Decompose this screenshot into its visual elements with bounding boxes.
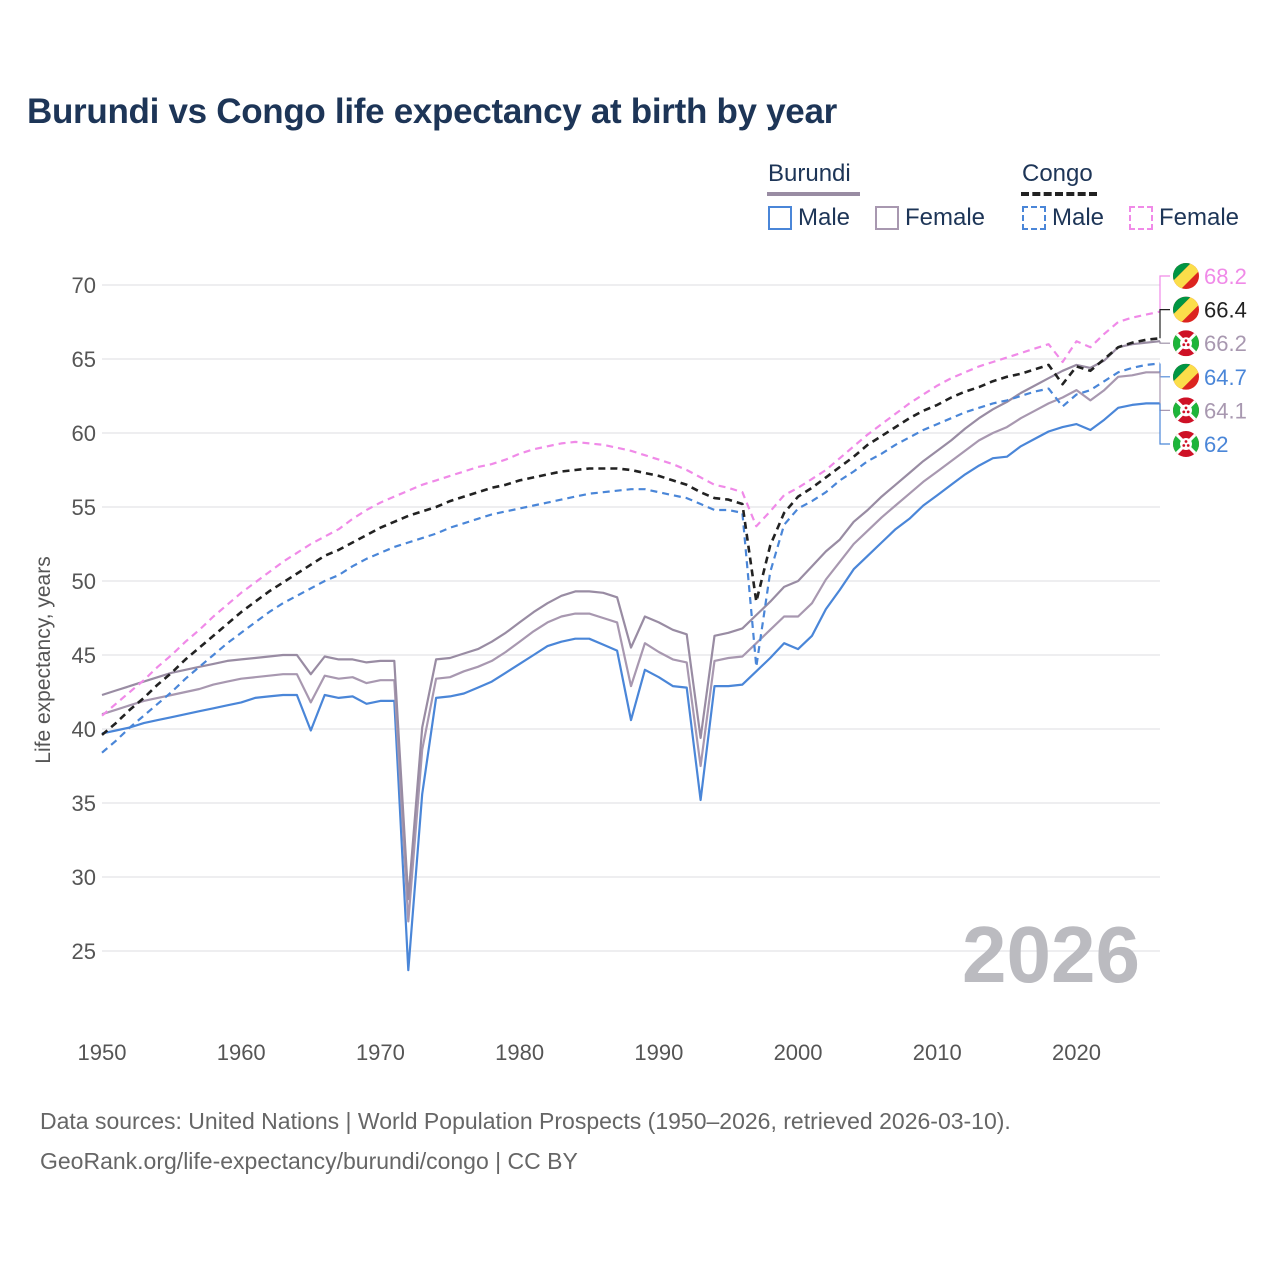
series-line-congo-female [101,310,1161,717]
congo-flag-icon [1173,296,1199,323]
end-connector [1159,403,1170,445]
x-tick-label-1960: 1960 [217,1040,266,1065]
congo-flag-icon [1173,363,1199,390]
end-connector [1159,275,1170,312]
series-line-burundi-female [101,371,1160,923]
x-tick-label-1990: 1990 [634,1040,683,1065]
x-tick-label-2010: 2010 [913,1040,962,1065]
legend-label: Female [1159,204,1240,231]
end-label-burundi-both: 66.2 [1204,331,1247,356]
legend-group-congo: Congo [1022,160,1093,187]
flag-disc [1180,404,1192,417]
end-connector [1159,363,1170,378]
flag-green-left [1173,431,1186,457]
flag-yellow [1173,363,1199,390]
flag-star [1182,444,1186,447]
flag-green-left [1173,330,1186,357]
series-lines [101,310,1161,972]
legend-item-burundi-male[interactable]: Male [768,204,850,232]
end-label-congo-both: 66.4 [1204,298,1247,323]
x-tick-label-1980: 1980 [495,1040,544,1065]
flag-star [1184,339,1188,343]
flag-star [1182,343,1186,347]
congo-flag-icon [1173,263,1199,289]
flag-star [1184,406,1188,410]
burundi-flag-icon [1173,330,1199,357]
y-tick-label-70: 70 [72,273,96,298]
legend-label: Male [798,204,851,231]
legend-item-congo-female[interactable]: Female [1129,204,1239,232]
flag-disc [1180,337,1192,350]
y-tick-label-65: 65 [72,347,96,372]
legend-underline-congo [1021,192,1097,196]
x-axis-ticks: 1950 1960 1970 1980 1990 2000 2010 2020 [78,1040,1101,1065]
burundi-flag-icon [1173,397,1199,424]
flag-yellow [1173,263,1199,289]
y-tick-label-35: 35 [72,791,96,816]
flag-green-right [1186,397,1199,424]
flag-green-left [1173,397,1186,424]
legend-swatch [1129,206,1153,230]
flag-green-right [1186,431,1199,457]
gridlines [102,284,1160,952]
source-line-1: Data sources: United Nations | World Pop… [40,1108,1011,1134]
series-line-congo-male [101,362,1161,754]
x-tick-label-2000: 2000 [774,1040,823,1065]
legend-item-congo-male[interactable]: Male [1022,204,1104,232]
y-axis-title: Life expectancy, years [32,556,55,763]
flag-star [1182,410,1186,414]
legend-swatch [1022,206,1046,230]
y-tick-label-45: 45 [72,643,96,668]
x-tick-label-1950: 1950 [78,1040,127,1065]
flag-star [1186,343,1190,347]
series-line-burundi-male [101,402,1160,972]
end-labels: 68.2 66.4 66.2 64.7 64.1 62 [1159,263,1247,457]
end-connector [1159,372,1170,411]
end-connector [1159,309,1170,339]
chart-title: Burundi vs Congo life expectancy at birt… [27,92,837,131]
y-axis-ticks: 25 30 35 40 45 50 55 60 65 70 [72,273,96,964]
flag-star [1186,410,1190,414]
y-tick-label-55: 55 [72,495,96,520]
legend-swatch [768,206,792,230]
x-tick-label-1970: 1970 [356,1040,405,1065]
legend-group-burundi: Burundi [768,160,851,187]
legend-label: Male [1052,204,1105,231]
end-label-burundi-female: 64.1 [1204,398,1247,423]
end-label-congo-female: 68.2 [1204,264,1247,289]
y-tick-label-30: 30 [72,865,96,890]
end-label-burundi-male: 62 [1204,432,1228,457]
y-tick-label-50: 50 [72,569,96,594]
end-connector [1159,341,1170,344]
burundi-flag-icon [1173,431,1199,457]
y-tick-label-40: 40 [72,717,96,742]
legend-underline-burundi [767,192,860,196]
legend-item-burundi-female[interactable]: Female [875,204,985,232]
flag-star [1184,440,1188,443]
legend-label: Female [905,204,986,231]
legend-swatch [875,206,899,230]
end-label-congo-male: 64.7 [1204,365,1247,390]
flag-star [1186,444,1190,447]
year-watermark: 2026 [962,910,1140,999]
y-tick-label-25: 25 [72,939,96,964]
y-tick-label-60: 60 [72,421,96,446]
x-tick-label-2020: 2020 [1052,1040,1101,1065]
series-line-congo-both [101,337,1161,736]
flag-disc [1180,438,1192,450]
flag-yellow [1173,296,1199,323]
source-line-2[interactable]: GeoRank.org/life-expectancy/burundi/cong… [40,1148,578,1174]
flag-green-right [1186,330,1199,357]
series-line-burundi-both [101,340,1161,901]
